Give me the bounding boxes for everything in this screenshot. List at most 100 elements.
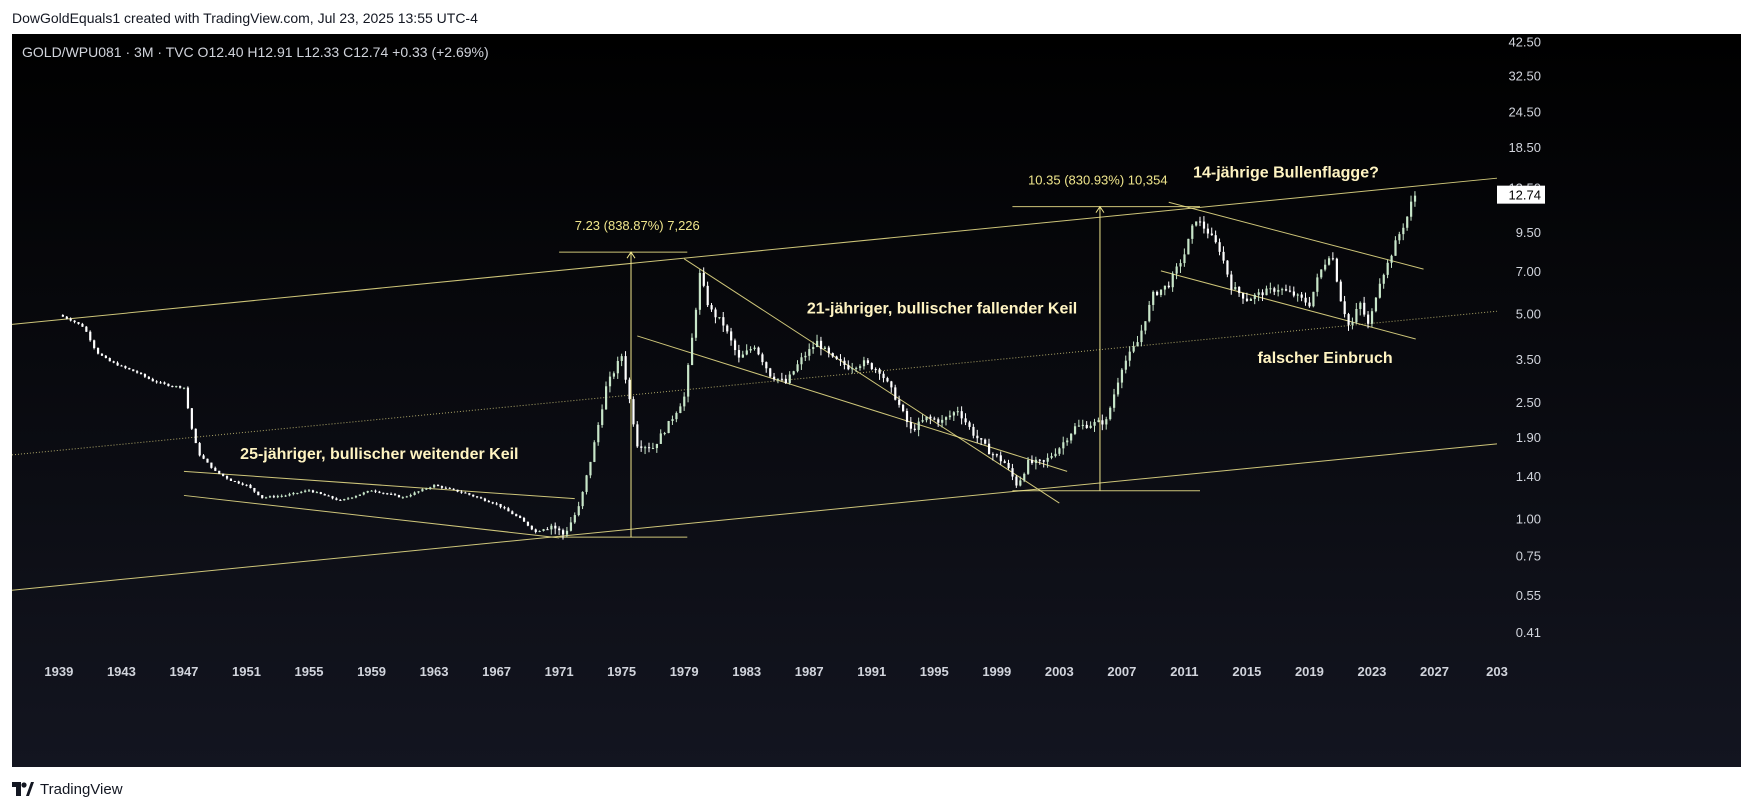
candle	[1335, 258, 1338, 282]
candle	[851, 368, 854, 370]
x-axis-tick-label: 1983	[732, 664, 761, 679]
candle	[1398, 234, 1401, 241]
candle	[730, 331, 733, 341]
candle	[444, 487, 447, 489]
candle	[1163, 285, 1167, 290]
candle	[1382, 274, 1385, 284]
candle	[93, 340, 96, 348]
y-axis-tick-label: 3.50	[1516, 352, 1541, 367]
candle	[683, 396, 686, 407]
x-axis-tick-label: 1947	[169, 664, 198, 679]
chart-panel[interactable]	[12, 34, 1741, 767]
x-axis-tick-label: 1963	[420, 664, 449, 679]
candle	[1394, 240, 1397, 256]
candle	[335, 498, 338, 500]
candle	[261, 495, 264, 498]
candle	[116, 362, 119, 366]
y-axis-tick-label: 42.50	[1508, 34, 1541, 49]
candle	[147, 376, 150, 379]
candle	[159, 382, 162, 384]
candle	[843, 360, 846, 365]
candle	[706, 285, 709, 306]
candle	[354, 495, 358, 498]
candle	[460, 491, 463, 493]
candle	[1320, 269, 1323, 278]
last-price-label: 12.74	[1508, 188, 1541, 203]
candle	[1167, 285, 1170, 288]
candle	[339, 499, 342, 501]
candle	[304, 490, 307, 492]
candle	[1284, 289, 1288, 291]
candle	[933, 418, 936, 420]
candle	[1343, 301, 1346, 315]
y-axis-tick-label: 7.00	[1516, 264, 1541, 279]
candle	[620, 356, 623, 361]
candle	[1085, 424, 1088, 428]
candle	[96, 347, 100, 354]
candle	[1034, 459, 1038, 464]
candle	[1183, 254, 1186, 264]
candle	[882, 373, 885, 379]
candle	[862, 360, 866, 367]
candle	[1296, 294, 1299, 296]
candle	[440, 486, 444, 488]
candle	[937, 419, 940, 423]
candle	[186, 387, 190, 409]
candle	[409, 495, 412, 497]
trend-line	[1168, 201, 1424, 270]
candle	[350, 497, 354, 499]
candle	[136, 371, 139, 373]
candle	[175, 386, 178, 388]
candle	[397, 495, 401, 498]
candle	[565, 530, 569, 535]
candle	[382, 492, 385, 494]
candle	[89, 331, 92, 341]
candle	[151, 378, 154, 382]
candle	[898, 399, 901, 405]
candle	[558, 528, 561, 531]
candle	[1363, 302, 1366, 315]
candle	[1136, 342, 1139, 347]
candle	[378, 491, 381, 493]
x-axis-tick-label: 2007	[1107, 664, 1136, 679]
candle	[1116, 382, 1120, 395]
candle	[284, 495, 287, 497]
candle	[573, 515, 576, 523]
candle	[902, 404, 905, 412]
candle	[421, 489, 424, 492]
brand-footer[interactable]: TradingView	[12, 779, 123, 799]
candle	[112, 361, 115, 363]
candle	[405, 496, 408, 498]
x-axis-tick-label: 2003	[1045, 664, 1074, 679]
candle	[476, 496, 479, 498]
candle	[370, 490, 373, 492]
candle	[800, 357, 803, 365]
candle	[694, 309, 698, 338]
candle	[386, 493, 389, 495]
candle	[640, 446, 643, 448]
candle	[390, 493, 393, 495]
candle	[929, 416, 932, 419]
candle	[1269, 288, 1272, 290]
trend-line	[183, 470, 575, 500]
candle	[1101, 420, 1104, 425]
candle	[1253, 294, 1256, 299]
candle	[773, 376, 776, 380]
candle	[1187, 238, 1190, 255]
candle	[85, 326, 88, 332]
candle	[503, 507, 506, 509]
candle	[788, 374, 791, 384]
candle	[1218, 242, 1221, 252]
candle	[605, 386, 608, 410]
trend-line	[11, 443, 1498, 591]
candle	[1050, 456, 1053, 458]
y-axis-tick-label: 0.55	[1516, 588, 1541, 603]
candle	[1199, 221, 1202, 223]
candle	[120, 365, 123, 367]
candle	[984, 439, 987, 444]
x-axis-tick-label: 1999	[982, 664, 1011, 679]
candle	[124, 366, 127, 368]
candle	[816, 340, 819, 348]
candle	[61, 315, 65, 317]
